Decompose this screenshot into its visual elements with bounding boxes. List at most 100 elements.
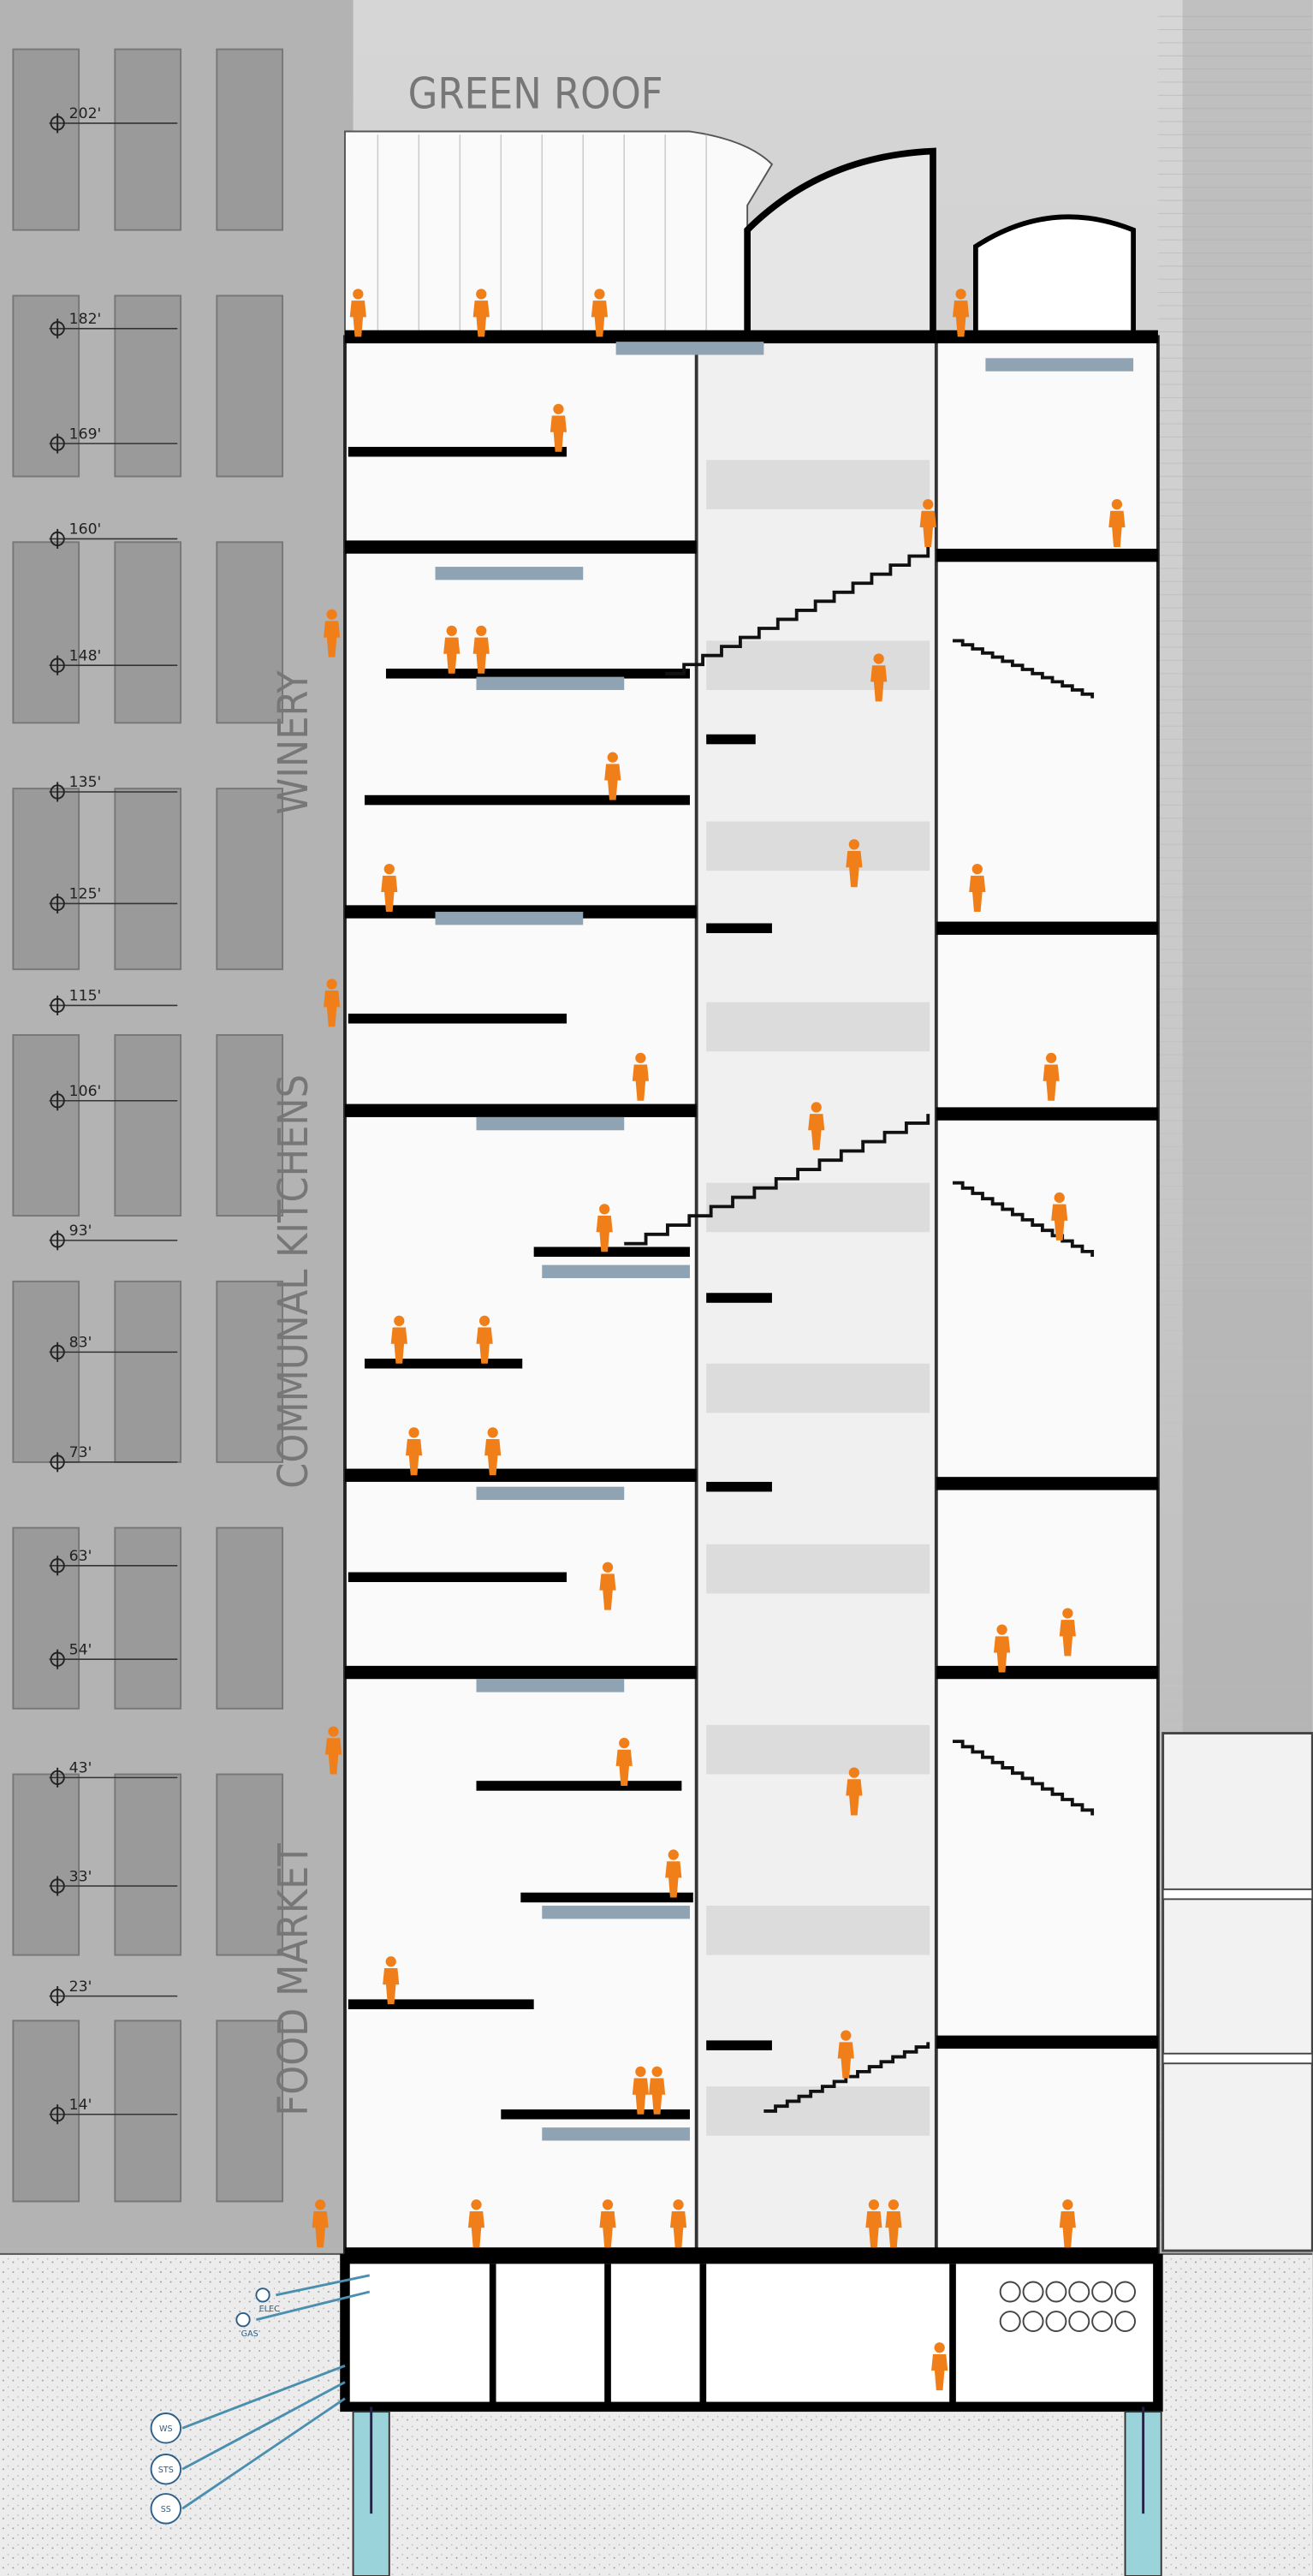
- window: [216, 1280, 284, 1463]
- beam: [542, 2127, 690, 2141]
- window: [12, 1280, 80, 1463]
- floor-slab: [344, 1468, 697, 1482]
- window: [12, 541, 80, 724]
- floor-slab: [936, 921, 1158, 935]
- person-body: [383, 1967, 400, 2005]
- person-body: [846, 851, 863, 888]
- person-head: [408, 1427, 419, 1438]
- floor-slab: [936, 1477, 1158, 1490]
- core-band: [706, 1544, 930, 1594]
- person-head: [385, 1956, 396, 1967]
- person-head: [315, 2199, 326, 2210]
- elevation-label: 169': [69, 425, 102, 443]
- person-head: [635, 2066, 646, 2077]
- elevation-label: 182': [69, 311, 102, 328]
- vault-right: [973, 214, 1136, 340]
- person-body: [312, 2210, 329, 2248]
- utility-node: [235, 2311, 251, 2328]
- person-head: [888, 2199, 900, 2210]
- beam: [542, 1264, 690, 1278]
- person-head: [934, 2342, 945, 2353]
- floor-slab: [936, 1107, 1158, 1121]
- person-body: [443, 637, 460, 674]
- person-head: [635, 1052, 646, 1063]
- elevation-label: 83': [69, 1335, 92, 1352]
- zone-label: WINERY: [270, 670, 318, 815]
- beam: [542, 1906, 690, 1919]
- person-body: [993, 1636, 1011, 1673]
- mezzanine: [520, 1892, 693, 1903]
- person-body: [324, 621, 341, 657]
- core-band: [706, 1182, 930, 1233]
- barrel: [1091, 2281, 1114, 2303]
- window: [12, 2020, 80, 2203]
- person-head: [971, 864, 983, 875]
- person-body: [476, 1327, 493, 1364]
- person-body: [1059, 1620, 1076, 1657]
- window: [12, 1034, 80, 1217]
- core-band: [706, 1906, 930, 1955]
- person-head: [599, 1204, 610, 1215]
- person-head: [848, 1767, 860, 1778]
- beam: [435, 912, 584, 925]
- person-body: [649, 2078, 666, 2115]
- person-head: [394, 1315, 405, 1327]
- mezzanine: [385, 669, 690, 679]
- elevation-label: 148': [69, 647, 102, 664]
- beam: [985, 358, 1134, 372]
- person-head: [487, 1427, 498, 1438]
- window: [216, 294, 284, 478]
- zone-label: COMMUNAL KITCHENS: [270, 1074, 318, 1489]
- person-head: [476, 289, 487, 300]
- person-body: [953, 300, 970, 337]
- person-body: [837, 2042, 854, 2079]
- basement-wall: [604, 2264, 611, 2404]
- person-head: [326, 609, 337, 620]
- basement-wall: [699, 2264, 707, 2404]
- core-band: [706, 1363, 930, 1413]
- person-head: [602, 1562, 614, 1573]
- person-body: [632, 2078, 650, 2115]
- title: GREEN ROOF: [408, 69, 663, 119]
- utility-pipe: [276, 2274, 371, 2297]
- utility-label: WS: [159, 2424, 173, 2434]
- elevation-label: 125': [69, 886, 102, 903]
- person-head: [923, 498, 934, 510]
- window: [216, 788, 284, 971]
- floor-slab: [344, 1665, 697, 1680]
- mezzanine: [365, 1359, 523, 1369]
- vault: [744, 147, 936, 341]
- person-head: [1062, 1608, 1073, 1619]
- person-body: [472, 637, 490, 674]
- mezzanine: [476, 1781, 682, 1791]
- floor-slab: [936, 1665, 1158, 1680]
- window: [216, 1773, 284, 1956]
- mezzanine: [348, 1999, 534, 2009]
- window: [114, 541, 182, 724]
- person-body: [919, 510, 936, 548]
- person-body: [1043, 1064, 1060, 1101]
- person-body: [969, 875, 986, 913]
- person-body: [390, 1327, 407, 1364]
- mezzanine: [365, 794, 690, 806]
- utility-node: [255, 2287, 270, 2303]
- zone-label: FOOD MARKET: [270, 1843, 318, 2116]
- person-body: [885, 2210, 902, 2248]
- person-head: [476, 625, 487, 637]
- elevation-label: 135': [69, 774, 102, 791]
- person-head: [326, 979, 337, 990]
- person-head: [955, 289, 966, 300]
- person-head: [607, 752, 618, 763]
- barrel: [1114, 2281, 1136, 2303]
- window: [114, 294, 182, 478]
- core-band: [706, 640, 930, 690]
- person-body: [931, 2353, 948, 2391]
- window: [216, 48, 284, 231]
- person-head: [594, 289, 605, 300]
- stair: [665, 547, 930, 675]
- utility-pipe: [181, 2365, 346, 2430]
- utility-label: STS: [158, 2466, 174, 2475]
- window: [12, 1526, 80, 1710]
